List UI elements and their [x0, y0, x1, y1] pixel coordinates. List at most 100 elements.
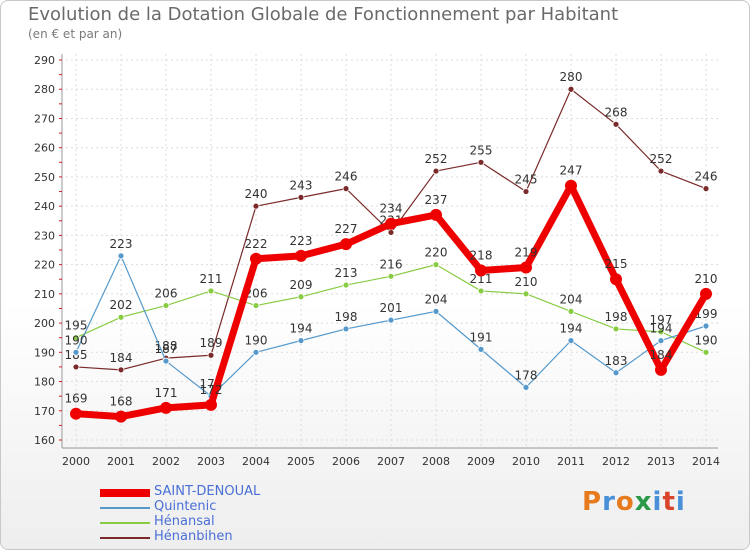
y-tick-label: 200: [34, 317, 55, 330]
data-label-henansal: 197: [650, 313, 673, 327]
data-point-henansal: [72, 334, 80, 342]
data-label-quintenic: 178: [515, 368, 538, 382]
data-point-henansal: [612, 325, 620, 333]
logo-letter: x: [634, 487, 653, 517]
data-label-saint-denoual: 234: [380, 202, 403, 216]
y-tick-label: 210: [34, 288, 55, 301]
x-tick-label: 2005: [287, 455, 315, 468]
data-label-henansal: 220: [425, 246, 448, 260]
x-tick-label: 2013: [647, 455, 675, 468]
data-point-quintenic: [162, 357, 170, 365]
data-point-quintenic: [297, 337, 305, 345]
legend-label: Hénansal: [154, 514, 215, 529]
data-point-henansal: [657, 328, 665, 336]
data-label-henanbihen: 268: [605, 105, 628, 119]
data-point-saint-denoual: [385, 217, 397, 230]
y-tick-label: 220: [34, 259, 55, 272]
data-label-henansal: 209: [290, 278, 313, 292]
data-point-henanbihen: [252, 202, 260, 210]
y-tick-label: 180: [34, 376, 55, 389]
data-label-quintenic: 183: [605, 354, 628, 368]
data-label-quintenic: 223: [110, 237, 133, 251]
data-point-quintenic: [252, 348, 260, 356]
x-tick-label: 2006: [332, 455, 360, 468]
logo-letter: t: [662, 487, 676, 517]
y-tick-label: 270: [34, 112, 55, 125]
data-label-henansal: 195: [65, 319, 88, 333]
data-point-henansal: [432, 261, 440, 269]
x-tick-label: 2002: [152, 455, 180, 468]
data-label-saint-denoual: 222: [245, 237, 268, 251]
data-label-saint-denoual: 218: [470, 248, 493, 262]
data-label-saint-denoual: 227: [335, 222, 358, 236]
data-point-quintenic: [612, 369, 620, 377]
data-label-henansal: 190: [695, 333, 718, 347]
data-point-henanbihen: [297, 193, 305, 201]
data-point-quintenic: [72, 348, 80, 356]
data-point-henanbihen: [612, 120, 620, 128]
data-point-henansal: [252, 302, 260, 309]
logo-letter: r: [602, 487, 616, 517]
x-tick-label: 2000: [62, 455, 90, 468]
data-point-saint-denoual: [340, 238, 352, 251]
data-point-henanbihen: [522, 188, 530, 195]
y-tick-label: 160: [34, 434, 55, 447]
data-point-henanbihen: [117, 366, 125, 374]
logo-letter: o: [615, 487, 635, 517]
data-point-henansal: [162, 302, 170, 309]
data-point-quintenic: [117, 252, 125, 260]
data-point-henanbihen: [72, 363, 80, 371]
data-label-saint-denoual: 171: [155, 386, 178, 400]
data-label-saint-denoual: 247: [560, 164, 583, 178]
data-label-henanbihen: 252: [425, 152, 448, 166]
data-label-henanbihen: 245: [515, 173, 538, 187]
legend-label: Hénanbihen: [154, 529, 233, 544]
data-point-saint-denoual: [160, 401, 172, 414]
data-point-saint-denoual: [475, 264, 487, 277]
data-label-henansal: 211: [200, 272, 223, 286]
data-label-quintenic: 187: [155, 342, 178, 356]
data-label-saint-denoual: 223: [290, 234, 313, 248]
data-point-henansal: [522, 290, 530, 298]
data-label-henansal: 210: [515, 275, 538, 289]
data-point-saint-denoual: [295, 249, 307, 262]
data-point-henansal: [387, 272, 395, 280]
data-label-saint-denoual: 168: [110, 395, 133, 409]
data-label-henanbihen: 280: [560, 70, 583, 84]
logo-letter: i: [675, 487, 686, 517]
data-label-quintenic: 201: [380, 301, 403, 315]
data-label-saint-denoual: 237: [425, 193, 448, 207]
y-tick-label: 190: [34, 346, 55, 359]
x-tick-label: 2004: [242, 455, 270, 468]
data-label-quintenic: 194: [650, 322, 673, 336]
data-point-quintenic: [432, 307, 440, 315]
data-label-henanbihen: 255: [470, 143, 493, 157]
data-point-henanbihen: [477, 158, 485, 166]
data-point-henansal: [702, 348, 710, 356]
data-point-henanbihen: [657, 167, 665, 175]
logo-letter: P: [582, 487, 603, 517]
x-tick-label: 2012: [602, 455, 630, 468]
data-point-quintenic: [477, 345, 485, 353]
data-label-quintenic: 204: [425, 292, 448, 306]
data-point-henansal: [297, 293, 305, 301]
data-point-saint-denoual: [655, 363, 667, 376]
data-label-saint-denoual: 169: [65, 392, 88, 406]
data-label-henanbihen: 189: [200, 336, 223, 350]
data-point-saint-denoual: [70, 407, 82, 420]
data-label-henanbihen: 246: [695, 170, 718, 184]
data-label-saint-denoual: 172: [200, 383, 223, 397]
data-label-henansal: 198: [605, 310, 628, 324]
x-tick-label: 2008: [422, 455, 450, 468]
data-label-henanbihen: 246: [335, 170, 358, 184]
data-label-henansal: 204: [560, 292, 583, 306]
chart-subtitle: (en € et par an): [28, 27, 123, 41]
data-point-saint-denoual: [115, 410, 127, 423]
logo-letter: i: [652, 487, 663, 517]
x-tick-label: 2007: [377, 455, 405, 468]
data-label-saint-denoual: 184: [650, 348, 673, 362]
data-point-henansal: [342, 281, 350, 289]
data-point-saint-denoual: [700, 287, 712, 300]
data-point-henanbihen: [387, 229, 395, 236]
